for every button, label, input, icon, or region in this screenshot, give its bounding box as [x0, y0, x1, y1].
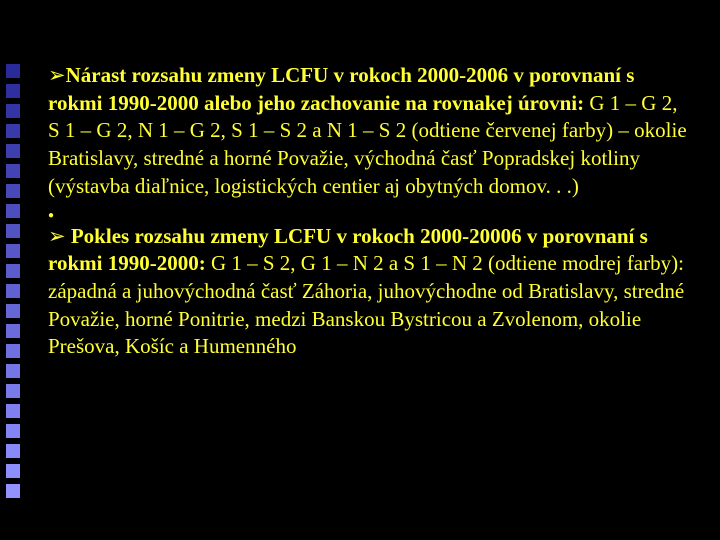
bullet-dot: ● [48, 211, 688, 221]
decor-square [6, 424, 20, 438]
paragraph-1: ➢Nárast rozsahu zmeny LCFU v rokoch 2000… [48, 62, 688, 201]
decor-square [6, 464, 20, 478]
decor-square [6, 324, 20, 338]
decor-square [6, 204, 20, 218]
paragraph-2: ➢ Pokles rozsahu zmeny LCFU v rokoch 200… [48, 223, 688, 362]
para1-bold: Nárast rozsahu zmeny LCFU v rokoch 2000-… [48, 63, 634, 115]
decor-square [6, 104, 20, 118]
bullet-arrow-icon: ➢ [48, 64, 66, 87]
decor-square [6, 344, 20, 358]
decor-square [6, 124, 20, 138]
decor-square [6, 384, 20, 398]
decor-square [6, 184, 20, 198]
decor-square [6, 244, 20, 258]
decor-square [6, 484, 20, 498]
decor-square [6, 444, 20, 458]
decor-square [6, 264, 20, 278]
slide-content: ➢Nárast rozsahu zmeny LCFU v rokoch 2000… [48, 62, 688, 371]
decor-square [6, 364, 20, 378]
decor-square [6, 64, 20, 78]
decor-squares-column [6, 64, 20, 498]
decor-square [6, 84, 20, 98]
decor-square [6, 404, 20, 418]
decor-square [6, 304, 20, 318]
decor-square [6, 224, 20, 238]
decor-square [6, 144, 20, 158]
decor-square [6, 164, 20, 178]
decor-square [6, 284, 20, 298]
bullet-arrow-icon: ➢ [48, 225, 66, 248]
